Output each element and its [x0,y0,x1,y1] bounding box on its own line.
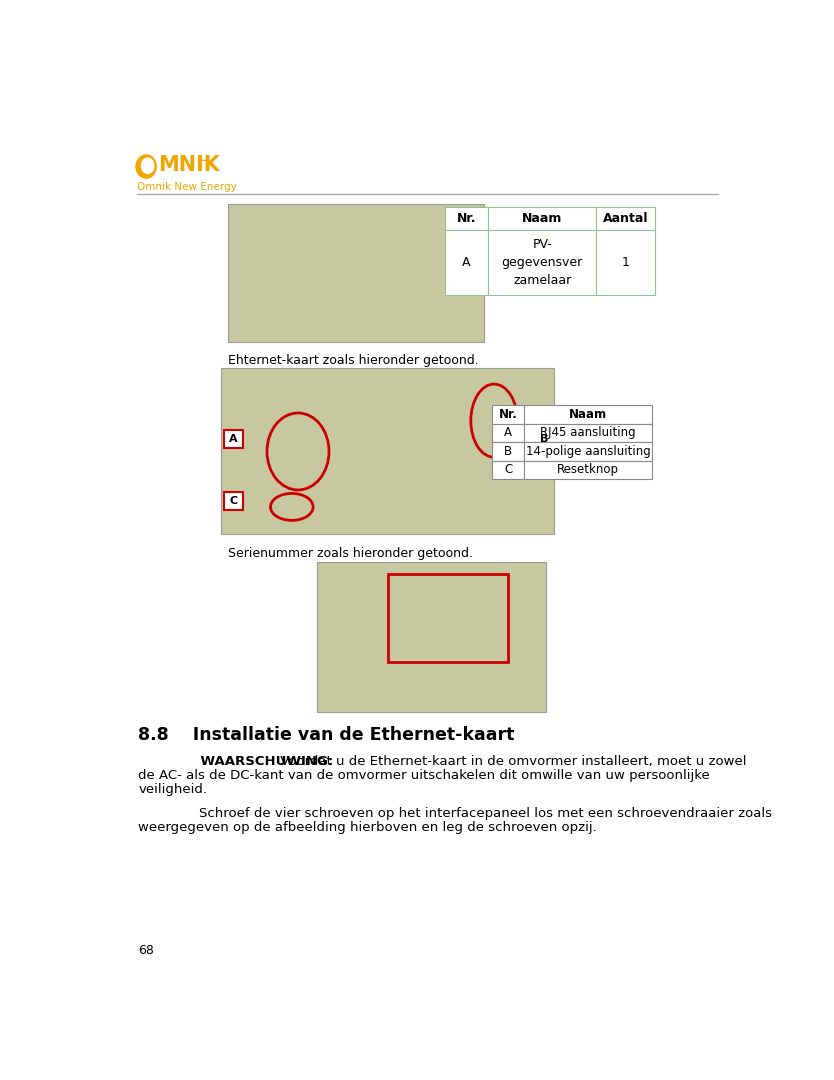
Bar [492,461,525,480]
Text: 68: 68 [138,944,154,957]
Bar [535,430,554,448]
Text: RJ45 aansluiting: RJ45 aansluiting [540,427,636,440]
Text: C: C [504,463,512,476]
Ellipse shape [142,158,153,174]
Text: C: C [229,496,238,505]
Text: ∼: ∼ [196,153,208,167]
Bar [220,368,554,534]
Bar [224,491,243,510]
Text: A: A [462,256,471,269]
Bar [445,206,488,230]
Text: 14-polige aansluiting: 14-polige aansluiting [526,445,651,458]
Bar [229,203,484,342]
Text: MNIK: MNIK [158,156,220,175]
Text: Naam: Naam [522,212,562,225]
Text: Schroef de vier schroeven op het interfacepaneel los met een schroevendraaier zo: Schroef de vier schroeven op het interfa… [182,807,771,820]
Text: weergegeven op de afbeelding hierboven en leg de schroeven opzij.: weergegeven op de afbeelding hierboven e… [138,821,597,834]
Text: Voordat u de Ethernet-kaart in de omvormer installeert, moet u zowel: Voordat u de Ethernet-kaart in de omvorm… [276,755,746,768]
Text: PV-
gegevensver
zamelaar: PV- gegevensver zamelaar [501,238,583,287]
Bar [525,423,652,442]
Bar [388,573,508,662]
Text: Resetknop: Resetknop [557,463,619,476]
Bar [492,423,525,442]
Text: Omnik New Energy: Omnik New Energy [137,181,237,192]
Text: Ehternet-kaart zoals hieronder getoond.: Ehternet-kaart zoals hieronder getoond. [229,354,479,367]
Bar [488,230,596,295]
Bar [525,461,652,480]
Text: de AC- als de DC-kant van de omvormer uitschakelen dit omwille van uw persoonlij: de AC- als de DC-kant van de omvormer ui… [138,769,710,782]
Ellipse shape [136,156,156,178]
Text: Aantal: Aantal [603,212,648,225]
Bar [224,430,243,448]
Text: veiligheid.: veiligheid. [138,783,208,796]
Text: Naam: Naam [569,408,607,421]
Bar [525,405,652,423]
Text: 1: 1 [621,256,630,269]
Bar [318,563,546,713]
Text: B: B [504,445,512,458]
Bar [525,442,652,461]
Bar [596,230,655,295]
Text: A: A [229,434,238,444]
Text: Nr.: Nr. [499,408,517,421]
Text: A: A [504,427,512,440]
Bar [596,206,655,230]
Text: WAARSCHUWING:: WAARSCHUWING: [182,755,333,768]
Bar [445,230,488,295]
Bar [488,206,596,230]
Text: Serienummer zoals hieronder getoond.: Serienummer zoals hieronder getoond. [229,546,473,559]
Bar [492,442,525,461]
Text: 8.8    Installatie van de Ethernet-kaart: 8.8 Installatie van de Ethernet-kaart [138,726,515,743]
Text: Nr.: Nr. [457,212,476,225]
Text: B: B [540,434,549,444]
Bar [492,405,525,423]
